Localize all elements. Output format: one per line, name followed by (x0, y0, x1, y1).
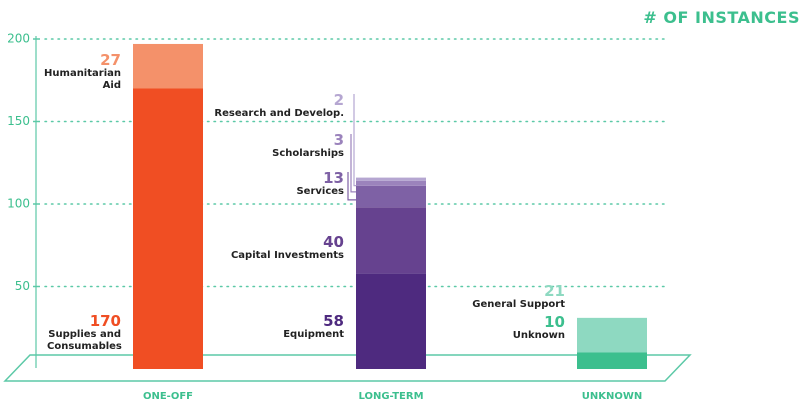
y-tick-label: 150 (7, 114, 30, 128)
bar-segment (133, 43, 203, 89)
value-label: 58 (323, 312, 344, 330)
leader-line (347, 172, 356, 201)
data-label: 10 Unknown (513, 314, 565, 342)
bar-segment (356, 185, 426, 208)
data-label: 40 Capital Investments (231, 234, 344, 262)
value-label: 13 (323, 169, 344, 187)
data-label: 21 General Support (472, 283, 565, 311)
y-tick-label: 100 (7, 197, 30, 211)
series-name: Services (296, 186, 344, 197)
series-name: Research and Develop. (214, 108, 344, 119)
series-name: General Support (472, 299, 565, 310)
x-tick-label: LONG-TERM (358, 391, 423, 402)
value-label: 27 (100, 51, 121, 69)
value-label: 21 (544, 282, 565, 300)
value-label: 10 (544, 313, 565, 331)
x-tick-label: UNKNOWN (582, 391, 643, 402)
value-label: 2 (333, 91, 344, 109)
data-label: 170 Supplies and Consumables (47, 312, 122, 353)
bar-segment (133, 88, 203, 369)
bar-segment (356, 207, 426, 274)
series-name: Supplies and Consumables (47, 329, 122, 352)
series-name: Humanitarian Aid (44, 68, 121, 91)
data-label: 13 Services (296, 170, 344, 198)
series-name: Capital Investments (230, 250, 344, 261)
value-label: 40 (323, 233, 344, 251)
floor (3, 354, 692, 382)
y-tick-label: 200 (7, 32, 30, 46)
leader-line (353, 94, 356, 187)
data-label: 58 Equipment (283, 313, 344, 341)
value-label: 3 (333, 131, 344, 149)
bar-segment (577, 317, 647, 353)
data-label: 3 Scholarships (272, 132, 344, 160)
series-name: Equipment (283, 329, 344, 340)
data-label: 2 Research and Develop. (214, 92, 344, 120)
bar-segment (356, 177, 426, 181)
bar-segment (356, 273, 426, 369)
series-name: Scholarships (272, 148, 344, 159)
series-name: Unknown (512, 330, 565, 341)
bar-segment (577, 352, 647, 369)
chart-title: # OF INSTANCES (643, 8, 800, 27)
data-label: 27 Humanitarian Aid (41, 52, 121, 92)
leader-line (350, 134, 356, 193)
y-tick-label: 50 (15, 279, 30, 293)
value-label: 170 (89, 312, 121, 330)
bar-segment (356, 180, 426, 186)
x-tick-label: ONE-OFF (143, 391, 193, 402)
